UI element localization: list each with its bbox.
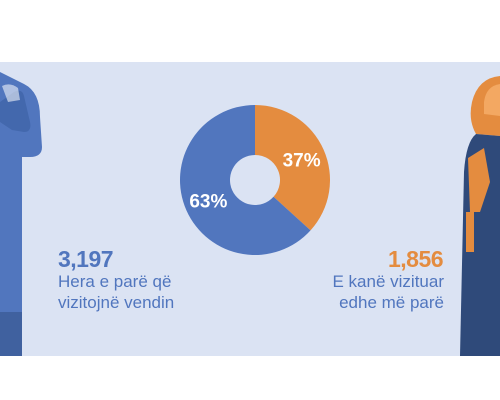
donut-slice-first-time	[180, 105, 311, 255]
returning-visitors-label: E kanë vizituar edhe më parë	[300, 271, 445, 313]
returning-visitors-count: 1,856	[388, 246, 444, 272]
standing-person-thinking-icon	[0, 72, 42, 356]
donut-chart-svg: 37% 63%	[180, 105, 330, 255]
first-time-visitors-label: Hera e parë që vizitojnë vendin	[58, 271, 174, 313]
standing-woman-headscarf-icon	[460, 76, 500, 356]
donut-percent-label-first-time: 63%	[189, 192, 227, 213]
donut-chart: 37% 63%	[180, 85, 330, 275]
first-time-visitors-label-line2: vizitojnë vendin	[58, 293, 175, 312]
donut-percent-label-returning: 37%	[283, 150, 321, 171]
donut-slice-returning	[255, 105, 330, 231]
returning-visitors-label-line1: E kanë vizituar	[332, 272, 445, 291]
first-time-visitors-label-line1: Hera e parë që	[58, 272, 172, 291]
returning-visitors-label-line2: edhe më parë	[339, 293, 444, 312]
first-time-visitors-count: 3,197	[58, 246, 114, 272]
